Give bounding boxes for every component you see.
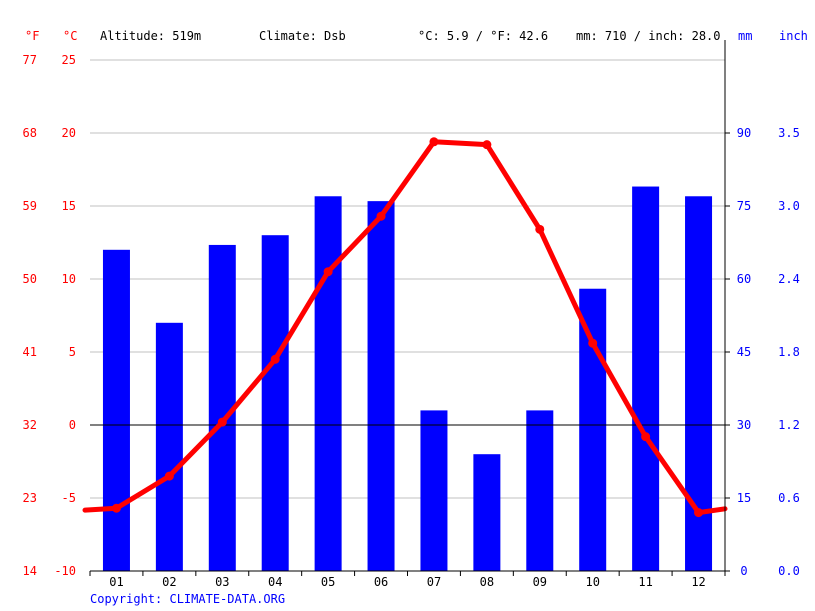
x-tick-label: 05 — [321, 575, 335, 589]
temperature-point — [694, 508, 704, 518]
temperature-point — [482, 140, 492, 150]
inch-tick-label: 3.5 — [778, 126, 800, 140]
fahrenheit-tick-label: 23 — [23, 491, 37, 505]
x-tick-label: 10 — [585, 575, 599, 589]
fahrenheit-tick-label: 50 — [23, 272, 37, 286]
celsius-tick-label: -5 — [62, 491, 76, 505]
x-tick-label: 02 — [162, 575, 176, 589]
precipitation-bar — [632, 186, 660, 572]
temperature-point — [376, 211, 386, 221]
fahrenheit-tick-label: 41 — [23, 345, 37, 359]
temperature-point — [111, 503, 121, 513]
precipitation-bar — [420, 410, 448, 571]
temperature-point — [217, 417, 227, 427]
precipitation-bar — [579, 288, 607, 571]
temperature-point — [588, 338, 598, 348]
inch-tick-label: 0.6 — [778, 491, 800, 505]
mm-tick-label: 0 — [740, 564, 747, 578]
axes — [89, 40, 730, 576]
fahrenheit-tick-label: 68 — [23, 126, 37, 140]
precipitation-bar — [473, 454, 501, 571]
temperature-series-line — [82, 139, 728, 516]
temperature-point — [164, 471, 174, 481]
climate-label: Climate: Dsb — [259, 29, 346, 43]
inch-tick-label: 2.4 — [778, 272, 800, 286]
fahrenheit-tick-label: 77 — [23, 53, 37, 67]
grid-lines — [90, 59, 725, 572]
celsius-tick-label: 5 — [69, 345, 76, 359]
unit-fahrenheit-label: °F — [25, 29, 39, 43]
temperature-average-label: °C: 5.9 / °F: 42.6 — [418, 29, 548, 43]
x-tick-label: 07 — [427, 575, 441, 589]
mm-tick-label: 15 — [737, 491, 751, 505]
inch-tick-label: 0.0 — [778, 564, 800, 578]
x-tick-label: 08 — [480, 575, 494, 589]
copyright-label: Copyright: CLIMATE-DATA.ORG — [90, 592, 285, 606]
temperature-point — [429, 137, 439, 147]
unit-celsius-label: °C — [63, 29, 77, 43]
x-tick-label: 09 — [533, 575, 547, 589]
temperature-point — [641, 432, 651, 442]
precipitation-bar — [526, 410, 554, 571]
mm-tick-label: 45 — [737, 345, 751, 359]
celsius-tick-label: 10 — [62, 272, 76, 286]
inch-tick-label: 1.8 — [778, 345, 800, 359]
celsius-tick-label: 20 — [62, 126, 76, 140]
inch-tick-label: 3.0 — [778, 199, 800, 213]
temperature-point — [535, 224, 545, 234]
precipitation-bar — [314, 196, 342, 571]
mm-tick-label: 60 — [737, 272, 751, 286]
precipitation-bar — [155, 322, 183, 571]
tick-labels: 01 02 03 04 05 06 07 08 09 10 11 12 -10 14 -5 23 0 32 5 41 1… — [23, 53, 800, 589]
precipitation-bar — [367, 201, 395, 571]
altitude-label: Altitude: 519m — [100, 29, 201, 43]
precipitation-bars — [102, 186, 713, 572]
fahrenheit-tick-label: 32 — [23, 418, 37, 432]
x-tick-label: 01 — [109, 575, 123, 589]
temperature-point — [270, 354, 280, 364]
precipitation-total-label: mm: 710 / inch: 28.0 — [576, 29, 721, 43]
precipitation-bar — [102, 249, 130, 572]
temperature-line — [82, 137, 728, 518]
mm-tick-label: 90 — [737, 126, 751, 140]
x-tick-label: 04 — [268, 575, 282, 589]
celsius-tick-label: 0 — [69, 418, 76, 432]
mm-tick-label: 30 — [737, 418, 751, 432]
celsius-tick-label: -10 — [54, 564, 76, 578]
x-tick-label: 12 — [691, 575, 705, 589]
x-tick-label: 11 — [638, 575, 652, 589]
x-tick-label: 03 — [215, 575, 229, 589]
unit-mm-label: mm — [738, 29, 752, 43]
fahrenheit-tick-label: 14 — [23, 564, 37, 578]
unit-inch-label: inch — [779, 29, 808, 43]
x-tick-label: 06 — [374, 575, 388, 589]
precipitation-bar — [261, 235, 289, 571]
mm-tick-label: 75 — [737, 199, 751, 213]
celsius-tick-label: 25 — [62, 53, 76, 67]
celsius-tick-label: 15 — [62, 199, 76, 213]
fahrenheit-tick-label: 59 — [23, 199, 37, 213]
temperature-point — [323, 267, 333, 277]
inch-tick-label: 1.2 — [778, 418, 800, 432]
